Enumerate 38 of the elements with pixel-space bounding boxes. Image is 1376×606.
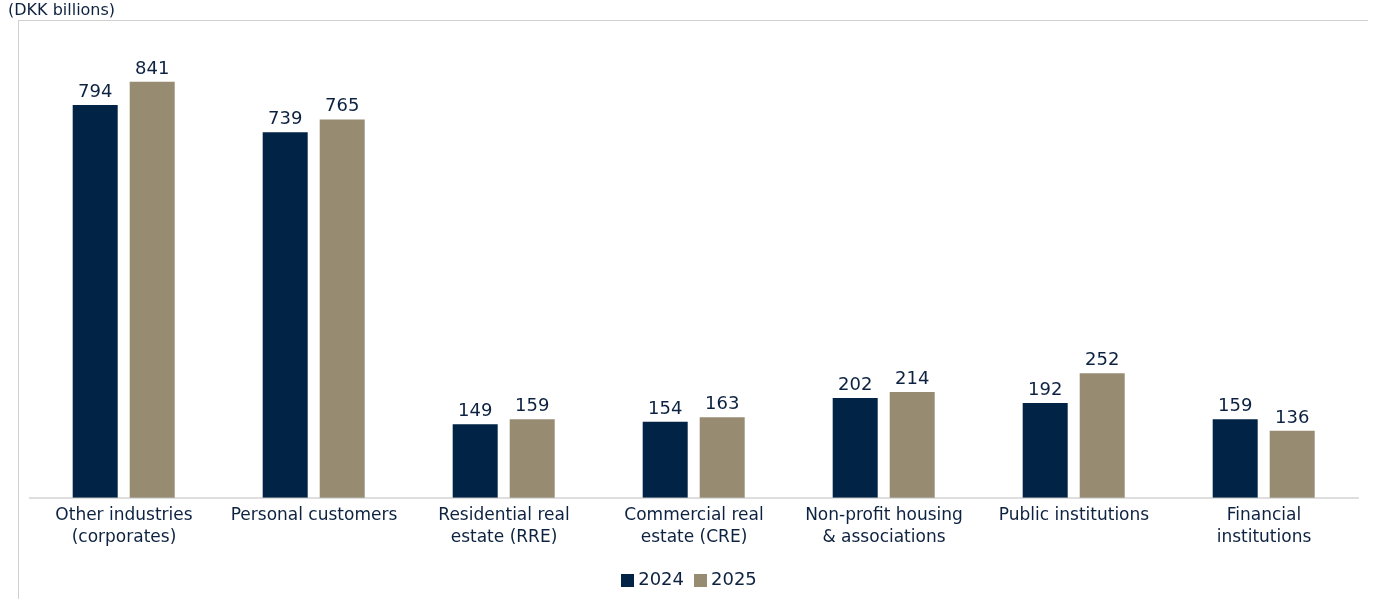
bar xyxy=(509,419,555,498)
chart-title: (DKK billions) xyxy=(8,0,117,20)
bar xyxy=(699,417,745,498)
data-label: 136 xyxy=(1275,405,1310,427)
x-tick-label: Commercial real estate (CRE) xyxy=(624,504,764,546)
data-label: 214 xyxy=(895,367,930,389)
bar xyxy=(452,424,498,498)
x-tick-label: Personal customers xyxy=(230,504,398,524)
bar xyxy=(832,398,878,498)
data-label: 192 xyxy=(1028,377,1063,399)
x-tick-label: Financial institutions xyxy=(1216,504,1312,546)
bar xyxy=(642,421,688,498)
legend-label: 2025 xyxy=(711,568,757,589)
data-label: 159 xyxy=(515,394,550,416)
bar xyxy=(262,132,308,498)
data-label: 739 xyxy=(268,107,303,129)
bar xyxy=(1079,373,1125,498)
data-label: 765 xyxy=(325,94,360,116)
data-label: 841 xyxy=(135,56,170,78)
bar xyxy=(129,81,175,498)
data-label: 154 xyxy=(648,396,683,418)
x-tick-label: Other industries (corporates) xyxy=(55,504,193,546)
bar xyxy=(72,105,118,498)
x-tick-label: Public institutions xyxy=(998,504,1150,524)
data-label: 252 xyxy=(1085,348,1120,370)
bar xyxy=(1022,402,1068,498)
bar xyxy=(1212,419,1258,498)
bar xyxy=(1269,430,1315,498)
data-label: 794 xyxy=(78,80,113,102)
legend-label: 2024 xyxy=(638,568,684,589)
data-label: 202 xyxy=(838,373,873,395)
data-label: 163 xyxy=(705,392,740,414)
data-label: 159 xyxy=(1218,394,1253,416)
x-tick-label: Residential real estate (RRE) xyxy=(438,504,570,546)
x-tick-label: Non-profit housing & associations xyxy=(805,504,963,546)
data-label: 149 xyxy=(458,399,493,421)
bar xyxy=(319,119,365,498)
bar xyxy=(889,392,935,498)
